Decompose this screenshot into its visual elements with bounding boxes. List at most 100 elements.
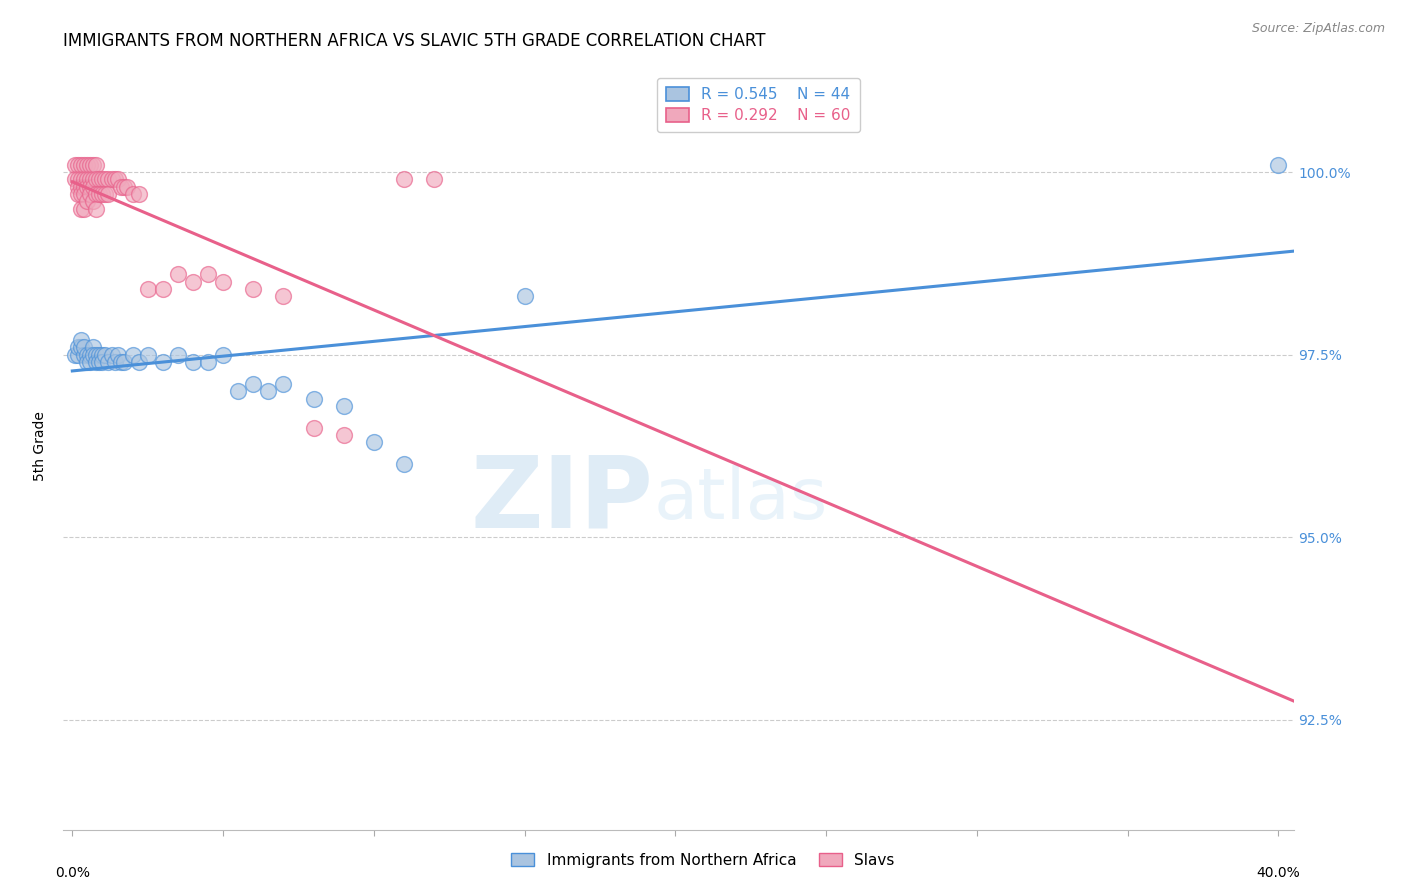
Point <box>70 179 93 194</box>
Point <box>73 158 96 172</box>
Point <box>91 348 114 362</box>
Point <box>152 282 174 296</box>
Point <box>67 179 90 194</box>
Point <box>136 348 159 362</box>
Point <box>89 172 111 186</box>
Point <box>70 333 93 347</box>
Point <box>70 158 93 172</box>
Point <box>73 348 96 362</box>
Point <box>107 348 129 362</box>
Point <box>89 186 111 201</box>
Point <box>1267 158 1289 172</box>
Point <box>79 158 101 172</box>
Point <box>70 186 93 201</box>
Text: atlas: atlas <box>654 466 828 534</box>
Point <box>89 348 111 362</box>
Point <box>67 158 90 172</box>
Y-axis label: 5th Grade: 5th Grade <box>34 411 48 481</box>
Point <box>197 355 219 369</box>
Point <box>79 348 101 362</box>
Point <box>67 340 90 354</box>
Point <box>79 172 101 186</box>
Point <box>91 355 114 369</box>
Point <box>73 340 96 354</box>
Point <box>392 172 415 186</box>
Point <box>76 172 98 186</box>
Point <box>110 179 132 194</box>
Point <box>332 399 354 413</box>
Point <box>212 275 235 289</box>
Point <box>302 421 325 435</box>
Point <box>94 348 117 362</box>
Point <box>97 186 120 201</box>
Point <box>128 355 150 369</box>
Point <box>107 172 129 186</box>
Point <box>79 179 101 194</box>
Point <box>100 172 122 186</box>
Point <box>273 289 295 303</box>
Point <box>94 186 117 201</box>
Point <box>302 392 325 406</box>
Text: 40.0%: 40.0% <box>1257 866 1301 880</box>
Point <box>73 172 96 186</box>
Point <box>100 348 122 362</box>
Point <box>86 172 108 186</box>
Point <box>121 186 143 201</box>
Point <box>110 355 132 369</box>
Point <box>166 348 188 362</box>
Point <box>181 275 204 289</box>
Point <box>226 384 249 399</box>
Point <box>97 172 120 186</box>
Point <box>82 179 104 194</box>
Point <box>65 158 87 172</box>
Point <box>273 376 295 391</box>
Point <box>91 172 114 186</box>
Point <box>82 348 104 362</box>
Point <box>67 186 90 201</box>
Point <box>181 355 204 369</box>
Text: 0.0%: 0.0% <box>55 866 90 880</box>
Point <box>112 355 135 369</box>
Point <box>513 289 536 303</box>
Point <box>103 355 125 369</box>
Point <box>73 179 96 194</box>
Point <box>257 384 280 399</box>
Point <box>242 376 264 391</box>
Legend: Immigrants from Northern Africa, Slavs: Immigrants from Northern Africa, Slavs <box>503 845 903 875</box>
Point <box>86 348 108 362</box>
Point <box>94 172 117 186</box>
Point <box>121 348 143 362</box>
Legend: R = 0.545    N = 44, R = 0.292    N = 60: R = 0.545 N = 44, R = 0.292 N = 60 <box>657 78 860 132</box>
Point <box>76 158 98 172</box>
Point <box>392 457 415 471</box>
Point <box>67 348 90 362</box>
Point <box>70 202 93 216</box>
Text: ZIP: ZIP <box>471 451 654 549</box>
Point <box>76 179 98 194</box>
Point <box>86 202 108 216</box>
Point <box>103 172 125 186</box>
Point <box>82 194 104 209</box>
Point <box>166 268 188 282</box>
Point <box>115 179 138 194</box>
Point <box>97 355 120 369</box>
Point <box>332 428 354 442</box>
Point <box>70 172 93 186</box>
Point <box>65 348 87 362</box>
Point <box>76 194 98 209</box>
Point <box>112 179 135 194</box>
Point <box>152 355 174 369</box>
Point <box>70 340 93 354</box>
Point <box>82 172 104 186</box>
Point <box>73 186 96 201</box>
Point <box>82 340 104 354</box>
Text: Source: ZipAtlas.com: Source: ZipAtlas.com <box>1251 22 1385 36</box>
Point <box>67 172 90 186</box>
Point <box>242 282 264 296</box>
Point <box>91 186 114 201</box>
Point <box>65 172 87 186</box>
Point <box>89 355 111 369</box>
Point <box>136 282 159 296</box>
Point <box>128 186 150 201</box>
Point <box>79 355 101 369</box>
